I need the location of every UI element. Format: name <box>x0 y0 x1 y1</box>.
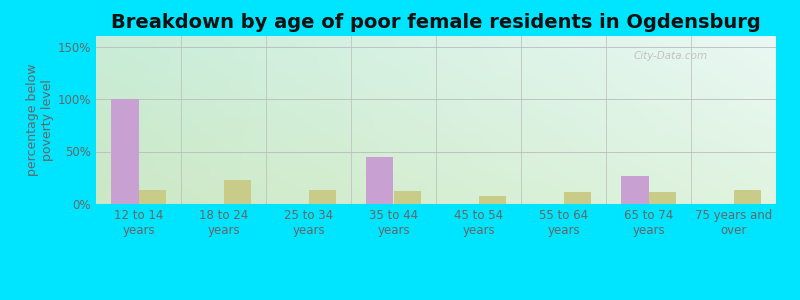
Bar <box>622 176 649 204</box>
Title: Breakdown by age of poor female residents in Ogdensburg: Breakdown by age of poor female resident… <box>111 13 761 32</box>
Bar <box>138 190 166 204</box>
Bar <box>111 99 138 204</box>
Bar <box>366 157 394 204</box>
Bar <box>649 193 676 204</box>
Text: City-Data.com: City-Data.com <box>634 51 707 61</box>
Bar <box>478 196 506 204</box>
Bar <box>223 180 250 204</box>
Bar <box>309 190 336 204</box>
Y-axis label: percentage below
poverty level: percentage below poverty level <box>26 64 54 176</box>
Bar <box>394 191 421 204</box>
Bar <box>563 193 590 204</box>
Bar <box>734 190 761 204</box>
